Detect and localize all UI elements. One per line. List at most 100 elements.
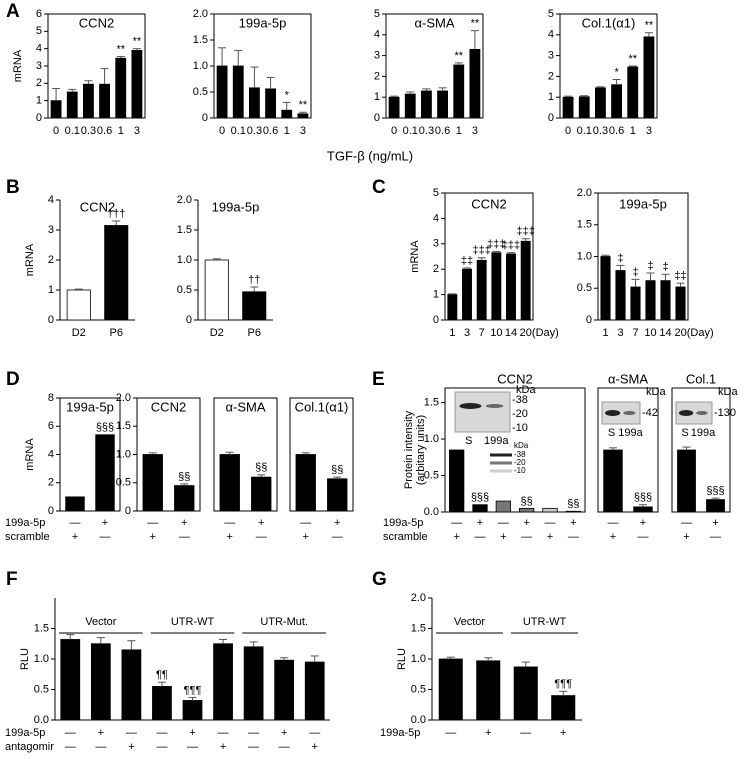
y-tick-label: 5 bbox=[548, 8, 554, 20]
x-tick-label: 0 bbox=[53, 125, 59, 137]
error-bar bbox=[188, 696, 197, 701]
y-tick-label: 3 bbox=[36, 60, 42, 72]
annotation: ** bbox=[299, 99, 308, 111]
bar bbox=[142, 454, 163, 512]
x-tick-label: 1 bbox=[456, 125, 462, 137]
y-tick-label: 0.0 bbox=[424, 506, 439, 518]
y-tick-label: 1.5 bbox=[177, 224, 192, 236]
error-bar bbox=[661, 273, 670, 281]
group-label: UTR-WT bbox=[171, 616, 215, 628]
x-tick-label: P6 bbox=[110, 327, 123, 339]
y-axis-label: Protein intensity bbox=[403, 410, 415, 489]
error-bar bbox=[507, 252, 515, 254]
panel-letter: A bbox=[6, 1, 20, 22]
group-label: UTR-WT bbox=[523, 616, 567, 628]
y-tick-label: 2.0 bbox=[411, 592, 426, 604]
error-bar bbox=[84, 80, 93, 85]
bar bbox=[595, 87, 606, 119]
annotation: ††† bbox=[107, 208, 125, 220]
error-bar bbox=[644, 32, 653, 37]
x-axis-label: TGF-β (ng/mL) bbox=[327, 148, 413, 163]
bar bbox=[495, 500, 511, 513]
chart-title: 199a-5p bbox=[212, 199, 260, 214]
bar bbox=[449, 449, 465, 513]
blot-marker: -38 bbox=[512, 394, 528, 406]
error-bar bbox=[74, 288, 83, 290]
x-tick-label: D2 bbox=[72, 327, 86, 339]
error-bar bbox=[132, 48, 141, 51]
x-tick-label: 1 bbox=[118, 125, 124, 137]
plot-frame bbox=[289, 397, 354, 512]
bar bbox=[182, 700, 203, 721]
y-axis-label: (arbitary units) bbox=[415, 415, 427, 485]
chart-title: Col.1(α1) bbox=[295, 399, 349, 414]
error-bar bbox=[463, 267, 471, 270]
x-tick-label: 3 bbox=[300, 125, 306, 137]
condition-mark: — bbox=[545, 517, 556, 529]
condition-mark: + bbox=[683, 531, 689, 543]
y-tick-label: 4 bbox=[548, 29, 554, 41]
y-tick-label: 4 bbox=[48, 448, 54, 460]
y-tick-label: 1.0 bbox=[177, 254, 192, 266]
condition-mark: — bbox=[256, 531, 267, 543]
y-tick-label: 0.5 bbox=[177, 284, 192, 296]
condition-mark: + bbox=[258, 517, 264, 529]
error-bar bbox=[406, 91, 415, 95]
annotation: * bbox=[285, 89, 290, 101]
annotation: ‡ bbox=[617, 252, 623, 264]
y-tick-label: 5 bbox=[36, 25, 42, 37]
y-tick-label: 1.5 bbox=[577, 219, 592, 231]
y-tick-label: 0 bbox=[202, 112, 208, 124]
bar bbox=[677, 449, 696, 513]
y-tick-label: 1.0 bbox=[411, 653, 426, 665]
annotation: §§§ bbox=[471, 492, 489, 504]
plot-frame bbox=[671, 387, 731, 513]
plot-frame bbox=[559, 13, 658, 119]
y-axis-label: mRNA bbox=[24, 438, 36, 471]
error-bar bbox=[492, 250, 501, 253]
y-tick-label: 5 bbox=[374, 8, 380, 20]
error-bar bbox=[66, 634, 75, 640]
condition-mark: + bbox=[334, 517, 340, 529]
legend-label: -10 bbox=[514, 466, 526, 475]
blot-band bbox=[459, 403, 482, 409]
y-tick-label: 2.0 bbox=[116, 392, 131, 404]
bar bbox=[513, 666, 538, 721]
blot-image bbox=[601, 401, 641, 425]
bar bbox=[174, 485, 195, 512]
error-bar bbox=[310, 655, 319, 663]
bar bbox=[99, 83, 110, 119]
y-tick-label: 8 bbox=[48, 392, 54, 404]
blot-lane: 199a bbox=[691, 427, 716, 439]
bar bbox=[453, 64, 465, 119]
bar bbox=[462, 268, 472, 321]
condition-mark: + bbox=[220, 741, 226, 753]
condition-mark: — bbox=[445, 727, 456, 739]
condition-mark: + bbox=[610, 531, 616, 543]
annotation: ‡ bbox=[662, 261, 668, 273]
y-tick-label: 0 bbox=[586, 314, 592, 326]
error-bar bbox=[596, 86, 605, 88]
y-tick-label: 1 bbox=[48, 284, 54, 296]
x-tick-label: 0.3 bbox=[593, 125, 608, 137]
x-unit: (Day) bbox=[687, 327, 714, 339]
chart-title: CCN2 bbox=[471, 196, 506, 211]
bar bbox=[491, 252, 502, 321]
x-tick-label: 0 bbox=[391, 125, 397, 137]
annotation: †† bbox=[248, 274, 260, 286]
x-tick-label: 0.6 bbox=[435, 125, 450, 137]
y-tick-label: 0.0 bbox=[411, 714, 426, 726]
condition-mark: — bbox=[70, 517, 81, 529]
chart-title: α-SMA bbox=[608, 371, 648, 386]
condition-label: 199a-5p bbox=[380, 727, 420, 739]
error-bar bbox=[148, 452, 157, 455]
chart-title: 199a-5p bbox=[239, 15, 287, 30]
error-bar bbox=[68, 88, 77, 92]
bar bbox=[472, 504, 488, 513]
condition-mark: — bbox=[332, 531, 343, 543]
x-tick-label: 7 bbox=[479, 327, 485, 339]
bar bbox=[204, 259, 229, 321]
bar bbox=[437, 90, 448, 119]
x-tick-label: 20(Day) bbox=[675, 327, 714, 339]
annotation: ** bbox=[645, 20, 654, 32]
